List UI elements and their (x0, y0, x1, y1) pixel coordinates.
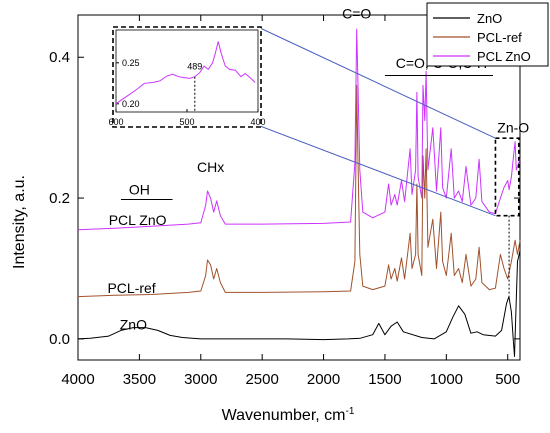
y-tick-label: 0.0 (49, 331, 70, 348)
x-tick-label: 1500 (368, 371, 401, 388)
y-tick-label: 0.4 (49, 49, 70, 66)
x-axis-label: Wavenumber, cm-1 (222, 406, 355, 424)
legend-entry-label: PCL ZnO (477, 49, 531, 64)
inset-x-tick-label: 500 (179, 117, 194, 127)
legend-entry-label: ZnO (477, 11, 502, 26)
legend-entry-label: PCL-ref (477, 30, 522, 45)
inset-series-line (115, 41, 256, 105)
legend: ZnO PCL-ref PCL ZnO (426, 2, 549, 67)
annotation-label: OH (129, 182, 150, 198)
x-tick-label: 2500 (245, 371, 278, 388)
inset-x-tick-label: 400 (250, 117, 265, 127)
annotation-label: C=O (342, 6, 371, 22)
x-tick-label: 2000 (307, 371, 340, 388)
annotation-label: PCL-ref (107, 280, 155, 296)
plot-area-border (77, 14, 521, 361)
x-tick-label: 3500 (123, 371, 156, 388)
y-axis-label: Intensity, a.u. (11, 175, 28, 269)
inset-connector-bottom (259, 125, 496, 217)
annotation-label: Zn-O (497, 120, 529, 136)
annotation-label: ZnO (120, 317, 147, 333)
zoom-region-box (494, 137, 520, 217)
annotation-label: PCL ZnO (109, 212, 167, 228)
inset-y-tick-label: 0.25 (122, 58, 140, 68)
inset-connector-top (259, 27, 496, 139)
y-tick-label: 0.2 (49, 190, 70, 207)
x-axis-label-superscript: -1 (345, 406, 354, 417)
x-tick-label: 4000 (61, 371, 94, 388)
series-line-zno (77, 250, 521, 357)
inset-layer: 600 500 400 0.20 0.25 489 (108, 26, 496, 217)
x-tick-label: 3000 (184, 371, 217, 388)
plot-frame-layer: 4000 3500 3000 2500 2000 1500 1000 500 0.0 0.2 0.4 (49, 14, 521, 388)
annotation-label: CHx (197, 159, 224, 175)
series-layer (77, 28, 521, 357)
x-tick-label: 500 (495, 371, 520, 388)
inset-y-tick-label: 0.20 (122, 99, 140, 109)
inset-x-tick-label: 600 (108, 117, 123, 127)
series-line-pcl-zno (77, 28, 521, 231)
x-tick-label: 1000 (430, 371, 463, 388)
inset-marker-label: 489 (187, 62, 202, 72)
series-line-pcl-ref (77, 84, 521, 298)
